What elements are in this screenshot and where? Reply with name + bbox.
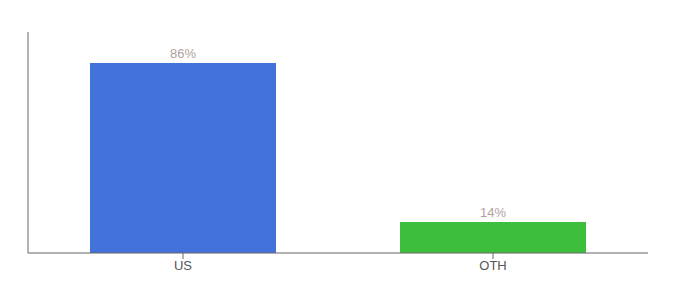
svg-text:US: US [174, 258, 192, 273]
svg-text:OTH: OTH [479, 258, 506, 273]
svg-text:14%: 14% [480, 205, 506, 220]
svg-text:86%: 86% [170, 46, 196, 61]
